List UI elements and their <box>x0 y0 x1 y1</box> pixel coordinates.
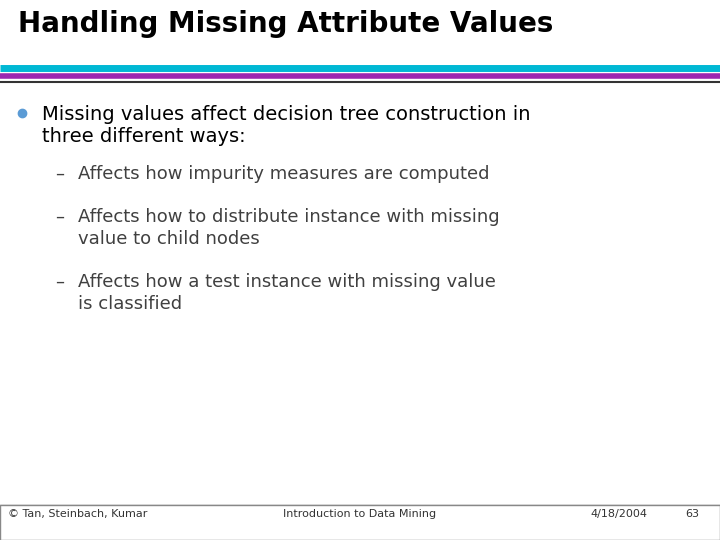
Text: three different ways:: three different ways: <box>42 127 246 146</box>
Text: © Tan, Steinbach, Kumar: © Tan, Steinbach, Kumar <box>8 509 148 519</box>
Text: –: – <box>55 273 64 291</box>
Text: Affects how impurity measures are computed: Affects how impurity measures are comput… <box>78 165 490 183</box>
Text: value to child nodes: value to child nodes <box>78 230 260 248</box>
Text: 63: 63 <box>685 509 699 519</box>
Text: 4/18/2004: 4/18/2004 <box>590 509 647 519</box>
Text: –: – <box>55 208 64 226</box>
Text: is classified: is classified <box>78 295 182 313</box>
Text: Handling Missing Attribute Values: Handling Missing Attribute Values <box>18 10 554 38</box>
Text: –: – <box>55 165 64 183</box>
Text: Missing values affect decision tree construction in: Missing values affect decision tree cons… <box>42 105 531 124</box>
Text: Introduction to Data Mining: Introduction to Data Mining <box>284 509 436 519</box>
Text: Affects how a test instance with missing value: Affects how a test instance with missing… <box>78 273 496 291</box>
Text: Affects how to distribute instance with missing: Affects how to distribute instance with … <box>78 208 500 226</box>
Bar <box>0 505 720 540</box>
